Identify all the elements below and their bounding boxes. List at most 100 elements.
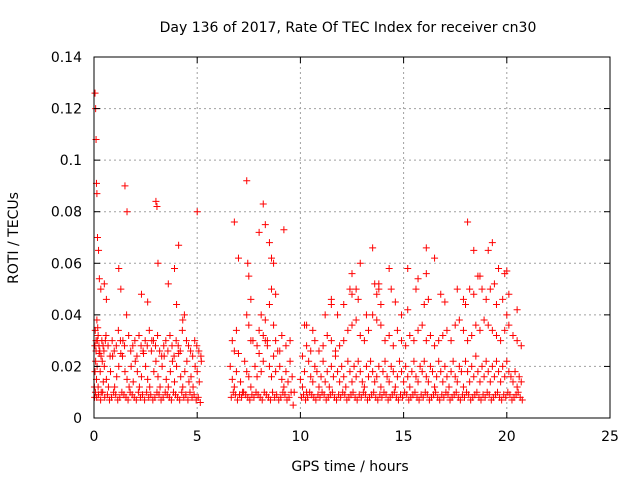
data-point xyxy=(503,311,511,319)
data-point xyxy=(333,396,341,404)
data-point xyxy=(261,221,269,229)
data-point xyxy=(193,342,201,350)
data-point xyxy=(289,401,297,409)
data-point xyxy=(125,331,133,339)
data-point xyxy=(344,357,352,365)
data-point xyxy=(497,337,505,345)
data-point xyxy=(268,373,276,381)
data-point xyxy=(440,393,448,401)
data-point xyxy=(280,383,288,391)
data-point xyxy=(141,396,149,404)
y-tick-label: 0.02 xyxy=(51,359,82,375)
data-point xyxy=(137,373,145,381)
data-point xyxy=(303,342,311,350)
data-point xyxy=(158,362,166,370)
data-point xyxy=(420,357,428,365)
data-point xyxy=(173,362,181,370)
data-point xyxy=(196,399,204,407)
data-point xyxy=(362,311,370,319)
data-point xyxy=(422,337,430,345)
data-point xyxy=(490,280,498,288)
data-point xyxy=(460,393,468,401)
data-point xyxy=(393,326,401,334)
data-point xyxy=(432,388,440,396)
data-point xyxy=(321,378,329,386)
data-point xyxy=(468,362,476,370)
data-point xyxy=(137,342,145,350)
data-point xyxy=(319,342,327,350)
data-point xyxy=(325,383,333,391)
data-point xyxy=(327,301,335,309)
data-point xyxy=(484,246,492,254)
data-point xyxy=(486,378,494,386)
data-point xyxy=(349,388,357,396)
data-point xyxy=(95,246,103,254)
data-point xyxy=(486,285,494,293)
data-point xyxy=(110,347,118,355)
data-point xyxy=(373,290,381,298)
data-point xyxy=(348,290,356,298)
data-point xyxy=(437,368,445,376)
data-point xyxy=(174,342,182,350)
data-point xyxy=(154,259,162,267)
data-point xyxy=(455,362,463,370)
data-point xyxy=(96,368,104,376)
data-point xyxy=(317,373,325,381)
data-point xyxy=(237,378,245,386)
data-point xyxy=(360,383,368,391)
data-point xyxy=(129,342,137,350)
data-point xyxy=(309,326,317,334)
data-point xyxy=(97,396,105,404)
data-point xyxy=(121,342,129,350)
data-point xyxy=(98,357,106,365)
data-point xyxy=(439,331,447,339)
data-point xyxy=(189,352,197,360)
data-point xyxy=(102,295,110,303)
data-point xyxy=(313,368,321,376)
data-point xyxy=(517,342,525,350)
data-point xyxy=(193,208,201,216)
data-point xyxy=(243,177,251,185)
data-point xyxy=(276,347,284,355)
data-point xyxy=(156,347,164,355)
data-point xyxy=(439,378,447,386)
data-point xyxy=(102,331,110,339)
data-point xyxy=(127,362,135,370)
data-point xyxy=(342,383,350,391)
data-point xyxy=(449,357,457,365)
data-point xyxy=(182,391,190,399)
data-point xyxy=(488,326,496,334)
grid-lines xyxy=(94,57,610,418)
data-point xyxy=(230,383,238,391)
data-point xyxy=(102,375,110,383)
data-point xyxy=(311,337,319,345)
x-tick-label: 10 xyxy=(291,429,309,445)
data-point xyxy=(270,321,278,329)
data-point xyxy=(255,228,263,236)
data-point xyxy=(315,383,323,391)
data-point xyxy=(385,378,393,386)
data-point xyxy=(108,393,116,401)
data-point xyxy=(377,321,385,329)
data-point xyxy=(107,368,115,376)
data-point xyxy=(402,342,410,350)
data-point xyxy=(369,368,377,376)
data-point xyxy=(178,388,186,396)
data-point xyxy=(369,311,377,319)
data-point xyxy=(156,383,164,391)
data-point xyxy=(424,378,432,386)
data-point xyxy=(331,347,339,355)
data-point xyxy=(250,393,258,401)
data-point xyxy=(513,383,521,391)
data-point xyxy=(167,396,175,404)
data-point xyxy=(412,373,420,381)
data-point xyxy=(492,357,500,365)
data-point xyxy=(243,311,251,319)
data-point xyxy=(181,368,189,376)
data-point xyxy=(354,295,362,303)
data-point xyxy=(153,203,161,211)
data-point xyxy=(123,208,131,216)
data-point xyxy=(162,375,170,383)
data-point xyxy=(263,337,271,345)
